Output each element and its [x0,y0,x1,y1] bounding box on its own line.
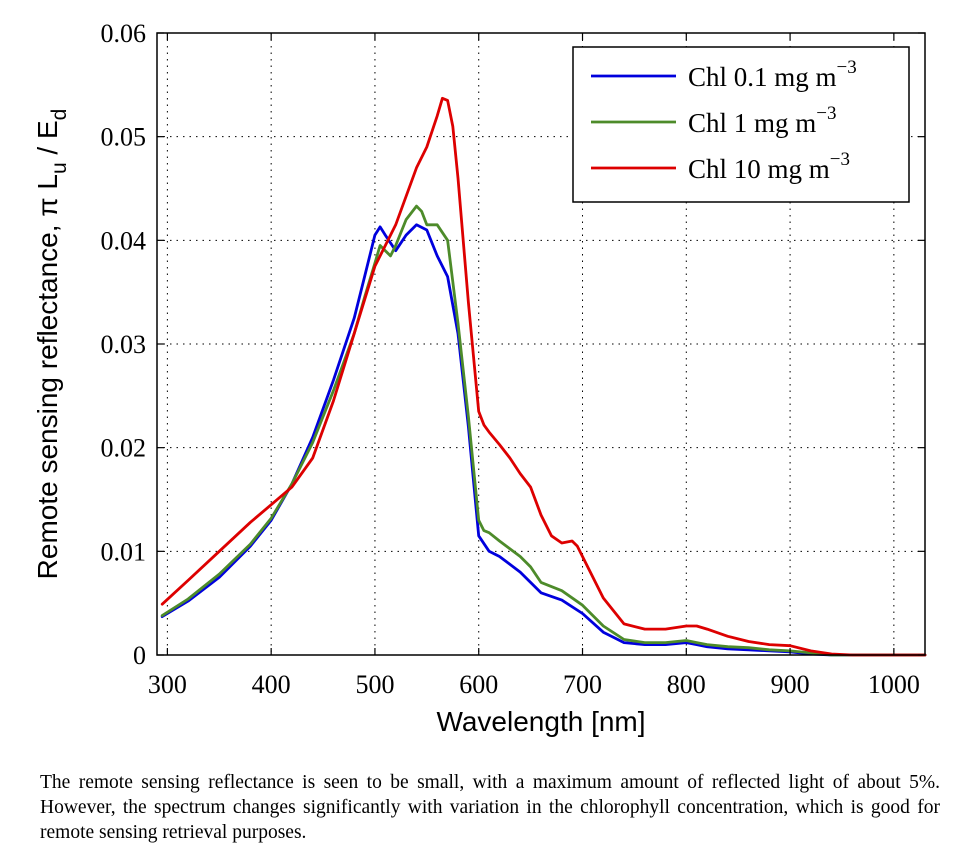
x-tick-label: 600 [459,670,498,699]
grid-lines [157,33,925,655]
reflectance-chart: 300 400 500 600 700 800 900 1000 00.010.020.030… [32,19,927,737]
figure-caption: The remote sensing reflectance is seen t… [40,772,940,843]
x-tick-label: 900 [771,670,810,699]
legend-label-2: Chl 1 mg m−3 [688,103,836,138]
legend-label-1: Chl 0.1 mg m−3 [688,57,857,92]
legend-box [572,46,910,203]
y-tick-label: 0.01 [101,537,147,566]
legend: Chl 0.1 mg m−3 Chl 1 mg m−3 Chl 10 mg m−3 [572,46,910,203]
y-tick-labels: 0 0.01 0.02 0.03 0.04 0.05 0.06 [101,19,147,670]
x-tick-label: 400 [252,670,291,699]
x-tick-label: 1000 [868,670,920,699]
axis-ticks [157,32,925,656]
series-line-1 [160,223,927,657]
x-tick-label: 300 [148,670,187,699]
x-tick-label: 500 [355,670,394,699]
series-line-3 [160,96,927,657]
x-tick-labels: 300 400 500 600 700 800 900 1000 [148,670,920,699]
x-axis-label: Wavelength [nm] [436,706,645,737]
y-tick-label: 0.03 [101,330,147,359]
series-lines [160,96,927,657]
legend-label-3: Chl 10 mg m−3 [688,149,850,184]
y-tick-label: 0.05 [101,123,147,152]
x-tick-label: 700 [563,670,602,699]
y-tick-label: 0 [133,641,146,670]
y-tick-label: 0.06 [101,19,147,48]
y-tick-label: 0.04 [101,226,147,255]
y-tick-label: 0.02 [101,434,147,463]
x-tick-label: 800 [667,670,706,699]
y-axis-label: Remote sensing reflectance, π Lu / Ed [32,109,71,580]
